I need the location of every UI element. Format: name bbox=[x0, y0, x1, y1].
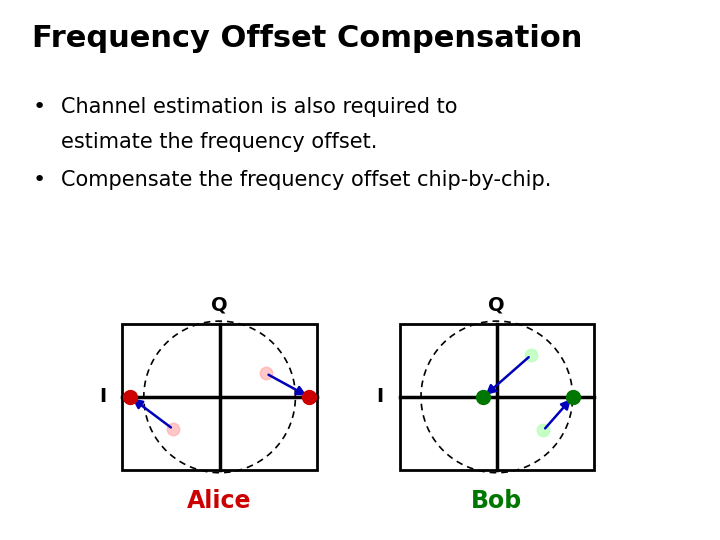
Text: Channel estimation is also required to: Channel estimation is also required to bbox=[61, 97, 458, 117]
Bar bbox=[400, 324, 594, 470]
Text: estimate the frequency offset.: estimate the frequency offset. bbox=[61, 132, 377, 152]
Text: •: • bbox=[32, 97, 45, 117]
Bar bbox=[122, 324, 317, 470]
Text: Frequency Offset Compensation: Frequency Offset Compensation bbox=[32, 24, 582, 53]
Text: Alice: Alice bbox=[187, 489, 252, 512]
Text: Q: Q bbox=[488, 295, 505, 314]
Text: I: I bbox=[99, 387, 107, 407]
Text: Bob: Bob bbox=[471, 489, 523, 512]
Text: I: I bbox=[377, 387, 384, 407]
Text: Compensate the frequency offset chip-by-chip.: Compensate the frequency offset chip-by-… bbox=[61, 170, 552, 190]
Text: Q: Q bbox=[211, 295, 228, 314]
Text: •: • bbox=[32, 170, 45, 190]
